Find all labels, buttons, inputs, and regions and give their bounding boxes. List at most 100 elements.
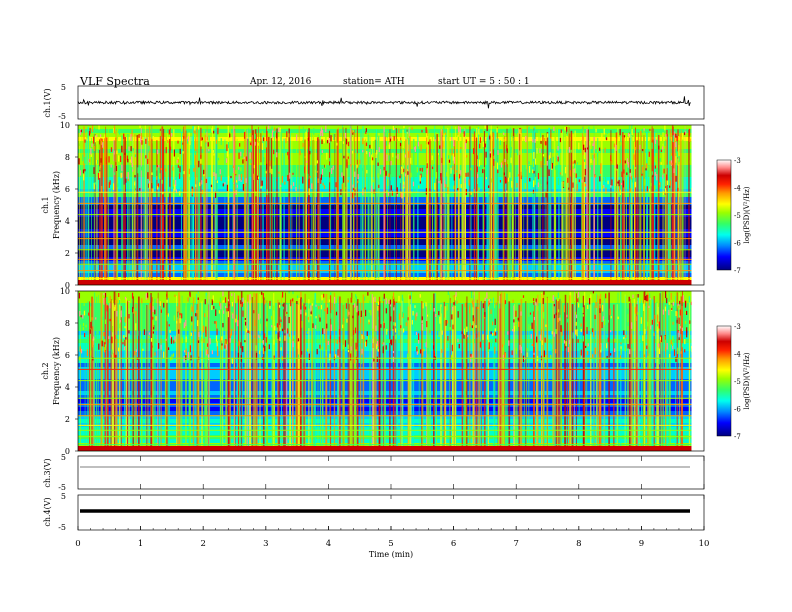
spectrogram-speckle <box>577 339 579 343</box>
sferic-column <box>246 301 248 451</box>
sferic-column <box>429 139 431 285</box>
spectrogram-speckle <box>79 346 81 353</box>
spectrogram-speckle <box>224 343 226 349</box>
spectrogram-speckle <box>681 327 683 331</box>
spectrogram-speckle <box>392 330 394 336</box>
spectrogram-speckle <box>660 335 662 343</box>
spectrogram-speckle <box>352 315 354 319</box>
spectrogram-speckle <box>426 169 428 175</box>
spectrogram-speckle <box>277 332 279 339</box>
spectrogram-speckle <box>205 319 207 327</box>
spectrogram-speckle <box>614 348 616 353</box>
spectrogram-speckle <box>682 132 684 140</box>
spectrogram-speckle <box>525 135 527 143</box>
spectrogram-speckle <box>602 177 604 181</box>
spectrogram-speckle <box>545 191 547 198</box>
spectrogram-speckle <box>399 175 401 179</box>
spectrogram-speckle <box>211 299 213 305</box>
sferic-column <box>236 138 238 285</box>
spectrogram-speckle <box>384 132 386 137</box>
spectrogram-speckle <box>438 178 440 184</box>
spectrogram-speckle <box>646 186 648 192</box>
spectrogram-speckle <box>230 175 232 179</box>
spectrogram-speckle <box>79 129 82 135</box>
spectrogram-speckle <box>534 176 536 183</box>
spectrogram-speckle <box>235 314 238 322</box>
spectrogram-speckle <box>529 312 532 315</box>
spectrogram-speckle <box>120 310 122 318</box>
spectrogram-speckle <box>575 329 577 335</box>
spectrogram-speckle <box>417 349 419 354</box>
sferic-column <box>260 138 262 285</box>
spectrogram-speckle <box>495 161 497 169</box>
spectrogram-speckle <box>675 175 677 182</box>
spectrogram-speckle <box>386 132 388 138</box>
sferic-column <box>278 302 280 451</box>
sferic-column <box>204 134 206 285</box>
sferic-column <box>101 138 103 285</box>
sferic-column <box>563 129 565 285</box>
spectrogram-speckle <box>232 313 234 319</box>
spectrogram-speckle <box>321 192 323 198</box>
spectrogram-speckle <box>402 313 404 319</box>
spectrogram-speckle <box>451 148 453 156</box>
spectrogram-speckle <box>336 339 338 344</box>
sferic-column <box>113 291 116 451</box>
spectrogram-speckle <box>388 155 390 162</box>
time-axis-label: Time (min) <box>369 550 413 559</box>
sferic-column <box>134 136 136 285</box>
spectrogram-speckle <box>205 349 207 356</box>
spectrogram-speckle <box>648 305 650 309</box>
sferic-column <box>298 297 301 451</box>
sferic-column <box>241 297 243 451</box>
spectrogram-speckle <box>109 318 111 322</box>
spectrogram-speckle <box>642 335 644 342</box>
spectrogram-speckle <box>426 320 428 328</box>
spectrogram-speckle <box>104 339 106 343</box>
spectrogram-speckle <box>630 333 633 340</box>
spectrogram-speckle <box>376 149 378 155</box>
spectrogram-speckle <box>185 319 187 327</box>
spectrogram-speckle <box>605 293 607 299</box>
spectrogram-speckle <box>642 166 644 173</box>
spectrogram-speckle <box>203 345 205 349</box>
spectrogram-speckle <box>116 150 118 155</box>
spectrogram-speckle <box>643 128 645 131</box>
spectrogram-speckle <box>141 140 143 145</box>
spectrogram-speckle <box>518 321 520 327</box>
sferic-column <box>384 132 386 285</box>
sferic-column <box>91 296 93 451</box>
spectrogram-speckle <box>540 186 543 191</box>
spectrogram-speckle <box>587 343 589 347</box>
spectrogram-speckle <box>186 139 189 144</box>
spectrogram-speckle <box>240 300 242 306</box>
sferic-column <box>634 127 636 286</box>
spectrogram-speckle <box>330 292 332 295</box>
sferic-column <box>402 129 404 285</box>
spectrogram-speckle <box>421 167 423 172</box>
sferic-column <box>212 126 214 285</box>
spectrogram-speckle <box>631 128 633 136</box>
spectrogram-speckle <box>398 330 400 336</box>
spectrogram-speckle <box>213 172 215 177</box>
spectrogram-speckle <box>203 169 205 176</box>
spectrogram-speckle <box>425 342 427 347</box>
spectrogram-speckle <box>281 175 283 183</box>
spectrogram-speckle <box>147 292 149 298</box>
spectrogram-speckle <box>363 296 366 301</box>
spectrogram-speckle <box>172 179 174 187</box>
spectrogram-speckle <box>595 301 597 309</box>
spectrogram-speckle <box>249 152 251 159</box>
sferic-column <box>436 301 437 451</box>
spectrogram-speckle <box>141 135 143 140</box>
spectrogram-speckle <box>607 180 609 185</box>
spectrogram-speckle <box>288 333 290 337</box>
spectrogram-speckle <box>280 319 282 323</box>
spectrogram-speckle <box>381 336 383 344</box>
spectrogram-speckle <box>152 321 154 327</box>
spectrogram-speckle <box>488 192 490 195</box>
sferic-column <box>185 297 187 451</box>
spectrogram-speckle <box>364 187 366 190</box>
spectrogram-speckle <box>678 317 680 325</box>
ch2-spectrogram-frame <box>77 290 705 452</box>
